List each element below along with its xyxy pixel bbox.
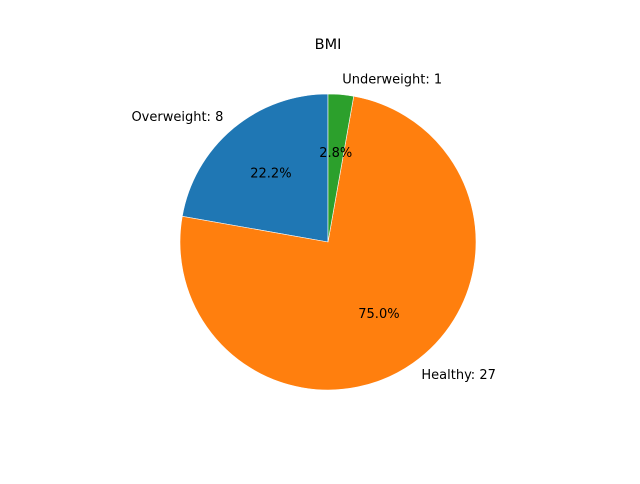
pie-slice-overweight xyxy=(181,93,329,243)
pie-slices xyxy=(179,93,477,391)
slice-label-underweight: Underweight: 1 xyxy=(342,72,442,87)
chart-title: BMI xyxy=(315,37,342,53)
pie-labels: Overweight: 8 22.2% Healthy: 27 75.0% Underw… xyxy=(131,72,495,383)
percent-label-underweight: 2.8% xyxy=(319,146,352,161)
percent-label-healthy: 75.0% xyxy=(358,307,399,322)
pie-slice-underweight xyxy=(327,93,355,243)
slice-label-healthy: Healthy: 27 xyxy=(421,368,496,383)
slice-label-overweight: Overweight: 8 xyxy=(131,110,223,125)
pie-slice-healthy xyxy=(179,95,477,391)
percent-label-overweight: 22.2% xyxy=(250,166,291,181)
